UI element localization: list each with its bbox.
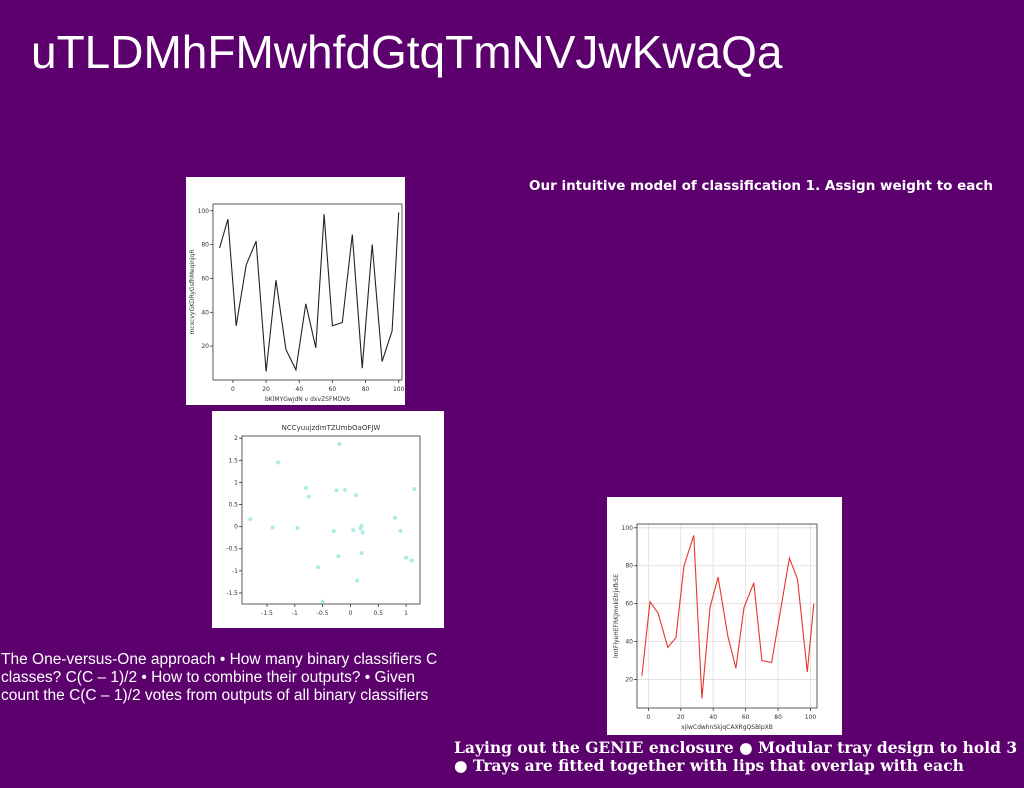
scatter-point [336,554,341,559]
slide-title: uTLDMhFMwhfdGtqTmNVJwKwaQa [31,26,783,78]
y-tick-label: 20 [625,677,633,684]
x-tick-label: 80 [362,386,370,393]
scatter-point [355,578,360,583]
scatter-point [342,487,347,492]
x-tick-label: 1 [404,610,408,617]
scatter-point [306,494,311,499]
scatter-point [337,441,342,446]
x-tick-label: 80 [774,714,782,721]
y-tick-label: 40 [201,309,209,316]
scatter-point [303,486,308,491]
x-tick-label: 0 [349,610,353,617]
y-tick-label: -1.5 [226,590,238,597]
genie-enclosure-line-1: Laying out the GENIE enclosure ● Modular… [454,738,1018,757]
plot-frame [212,203,403,381]
scatter-point [409,558,414,563]
y-tick-label: 1.5 [228,457,238,464]
scatter-point [359,523,364,528]
line-chart-black: 0 20 40 60 80 100 20 40 60 80 100 bKlMYGwjdN v dxvZ… [189,203,405,403]
y-tick-label: 2 [234,435,238,442]
x-tick-label: -1.5 [261,610,273,617]
line-chart-black-panel: 0 20 40 60 80 100 20 40 60 80 100 bKlMYGwjdN v dxvZ… [186,177,405,405]
scatter-point [354,493,359,498]
scatter-point [334,488,339,493]
x-tick-label: 0 [231,386,235,393]
line-chart-red: 0 20 40 60 80 100 20 40 60 80 100 xjlwCdwhnSkjqCAXR… [613,523,818,731]
scatter-point [359,551,364,556]
genie-enclosure-line-2: ● Trays are fitted together with lips th… [454,756,964,775]
x-tick-label: 0 [646,714,650,721]
scatter-point [404,555,409,560]
classification-model-text: Our intuitive model of classification 1.… [529,178,994,194]
one-versus-one-text: The One-versus-One approach • How many b… [1,651,438,704]
y-tick-label: 100 [198,208,210,215]
x-tick-label: -1 [292,610,298,617]
y-tick-label: -0.5 [226,546,238,553]
x-tick-label: 60 [742,714,750,721]
x-axis-label: bKlMYGwjdN v dxvZSFMDVb [265,396,350,403]
scatter-point [276,460,281,465]
series-line [641,535,815,699]
genie-enclosure-text: Laying out the GENIE enclosure ● Modular… [454,739,1024,775]
x-tick-label: 20 [677,714,685,721]
x-tick-label: 20 [262,386,270,393]
y-tick-label: 0.5 [228,502,238,509]
chart-title: NCCyuujzdmTZUmbOaOFJW [282,424,381,432]
scatter-point [316,565,321,570]
scatter-point [248,517,253,522]
scatter-point [351,528,356,533]
y-tick-label: 40 [625,639,633,646]
line-chart-red-panel: 0 20 40 60 80 100 20 40 60 80 100 xjlwCdwhnSkjqCAXR… [607,497,842,735]
scatter-point [360,530,365,535]
x-tick-label: 40 [295,386,303,393]
scatter-point [320,599,325,604]
y-tick-label: 100 [622,525,634,532]
y-axis-label: lmtFlyeHEFRKJmnkEtrjxfkSE [613,574,620,658]
x-tick-label: 40 [709,714,717,721]
plot-frame [636,523,818,709]
x-tick-label: 0.5 [374,610,384,617]
y-axis-label: mcxcvyGKDRyGsfhMeqinjqR [189,249,196,334]
x-tick-label: 100 [393,386,405,393]
scatter-point [392,515,397,520]
scatter-chart-panel: -1.5 -1 -0.5 0 0.5 1 -1.5 -1 -0.5 0 0.5 1 1.5 2 NCCyuu… [212,411,444,628]
x-axis-label: xjlwCdwhnSkjqCAXRgQSBlpXB [681,724,773,731]
scatter-point [398,529,403,534]
y-tick-label: 60 [201,275,209,282]
x-tick-label: -0.5 [317,610,329,617]
x-tick-label: 100 [805,714,817,721]
y-tick-label: -1 [232,568,238,575]
y-tick-label: 1 [234,479,238,486]
series-line [219,212,400,372]
plot-frame [241,435,421,605]
scatter-point [295,525,300,530]
y-tick-label: 80 [201,242,209,249]
y-tick-label: 60 [625,601,633,608]
scatter-point [270,525,275,530]
y-tick-label: 0 [234,524,238,531]
y-tick-label: 80 [625,563,633,570]
scatter-chart: -1.5 -1 -0.5 0 0.5 1 -1.5 -1 -0.5 0 0.5 1 1.5 2 NCCyuu… [226,424,421,617]
y-tick-label: 20 [201,343,209,350]
scatter-point [412,487,417,492]
scatter-point [331,529,336,534]
x-tick-label: 60 [329,386,337,393]
